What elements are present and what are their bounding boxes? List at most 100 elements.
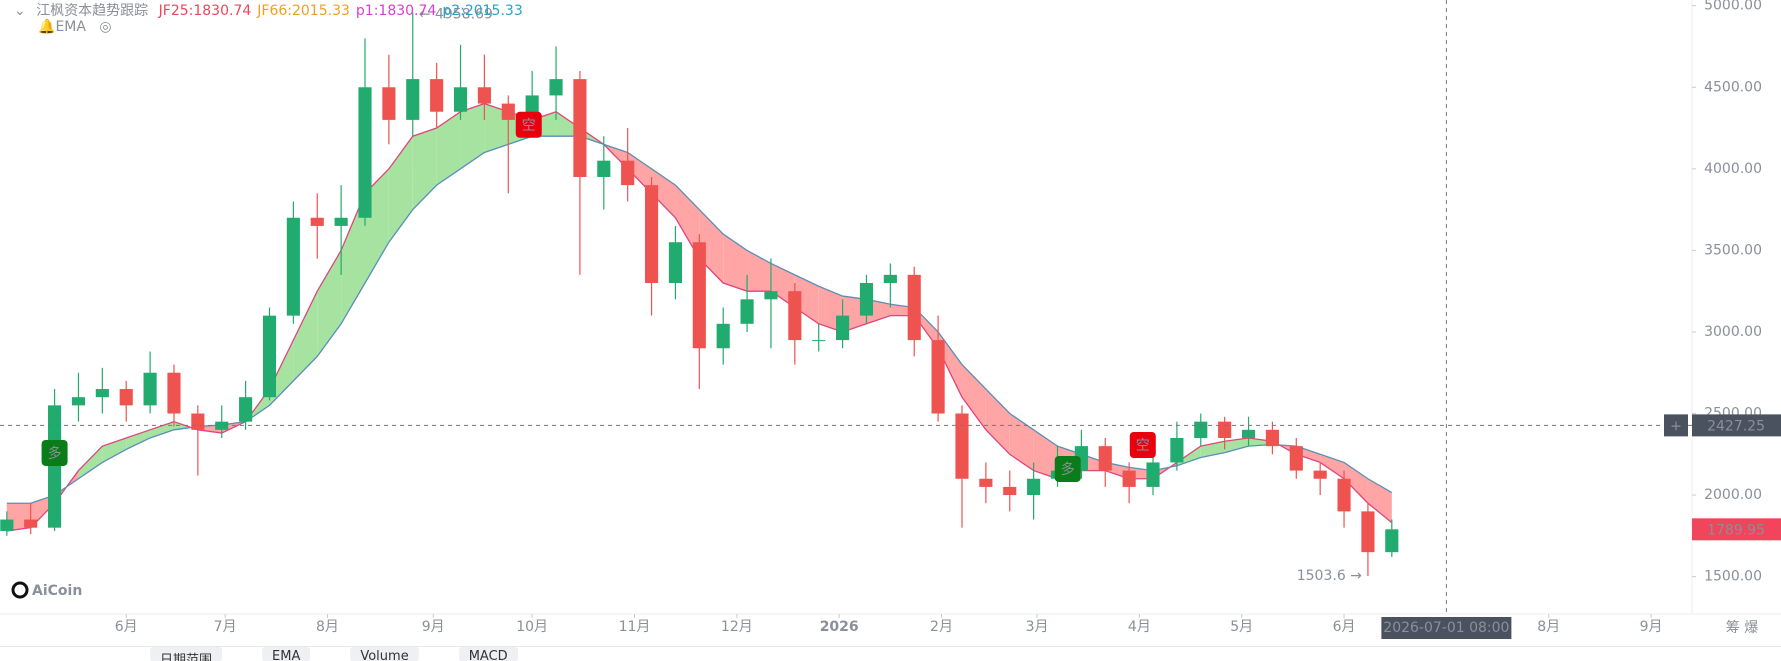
candle-body [716,323,730,349]
signal-box [41,439,68,466]
candle-body [0,519,14,531]
low-label: 1503.6 → [1297,568,1362,584]
toolbar-button[interactable]: EMA [262,647,311,661]
candle-body [788,291,802,341]
candle-body [501,103,515,120]
candle-body [1170,437,1184,463]
low-value: 1503.6 [1297,568,1346,584]
price-tag-label: 1789.95 [1707,522,1765,538]
legend-item: JF66:2015.33 [257,3,350,19]
signal-box [1054,455,1081,482]
ema-band [78,446,103,479]
logo-text: AiCoin [32,583,82,599]
toolbar-button[interactable]: 日期范围 [150,647,223,661]
legend-item: p2:2015.33 [442,3,523,19]
crosshair-add-icon: + [1670,418,1682,434]
legend-name: p1 [355,3,374,19]
candle-body [979,478,993,487]
candle-body [310,217,324,226]
candle-body [239,397,253,422]
candle-body [812,340,826,342]
candle-body [143,372,157,406]
candle-body [358,87,372,218]
crosshair-price-tag [1692,414,1781,437]
hide-icon[interactable]: ◎ [99,19,112,35]
x-tick-label: 2月 [930,619,953,635]
candle-body [1265,429,1279,447]
candle-body [1289,446,1303,471]
legend-name: JF66 [257,3,288,19]
high-label: ← 4958.69 [419,6,493,22]
signal-box [515,111,542,138]
x-tick-label: 9月 [422,619,445,635]
y-tick-label: 5000.00 [1704,0,1762,14]
legend-name: JF25 [158,3,189,19]
candle-body [95,389,109,398]
candle-body [262,315,277,398]
candle-body [334,217,348,226]
candle-body [1361,511,1375,553]
ema-band [1344,462,1368,504]
x-tick-label: 2026 [820,619,859,635]
candle-body [453,87,468,112]
toolbar: 日期范围 EMA Volume MACD [0,646,1781,661]
collapse-icon[interactable]: ⌄ [14,3,26,19]
candle-body [1003,486,1017,496]
candle-body [764,291,778,300]
toolbar-button[interactable]: Volume [350,647,419,661]
y-tick-label: 4500.00 [1704,79,1762,95]
y-tick-label: 3000.00 [1704,324,1762,340]
x-tick-label: 9月 [1640,619,1663,635]
candle-body [883,274,897,284]
ema-band [293,291,318,381]
indicator-name[interactable]: EMA [55,19,86,35]
candle-body [931,340,945,414]
ema-band [317,250,342,357]
candle-body [406,79,420,120]
signal-label: 空 [1136,438,1150,454]
crosshair-time-tag [1381,617,1512,639]
candle-body [191,413,205,430]
candle-body [119,389,133,406]
y-tick-label: 2000.00 [1704,487,1762,503]
candle-body [1337,478,1351,512]
x-tick-label: 7月 [214,619,237,635]
candle-body [1218,421,1232,438]
x-tick-label: 12月 [721,619,753,635]
ema-band [150,421,174,438]
candle-body [836,315,850,341]
y-tick-label: 4000.00 [1704,161,1762,177]
candle-body [621,160,635,186]
signal-box [1129,431,1156,458]
candle-body [907,274,921,341]
candle-body [1122,470,1136,487]
candle-body [1098,446,1112,471]
candle-body [167,372,181,414]
candle-body [597,160,611,177]
candle-body [573,79,587,177]
candle-body [71,397,86,406]
x-tick-label: 8月 [316,619,339,635]
legend-item: JF25:1830.74 [158,3,252,19]
crosshair-time: 2026-07-01 08:00 [1383,620,1509,636]
ema-band [1224,437,1249,453]
ema-line [6,135,1393,504]
ema-band [794,274,819,324]
candle-body [477,87,491,104]
ema-band [985,389,1010,455]
y-tick-label: 3500.00 [1704,242,1762,258]
signal-label: 多 [1061,461,1075,478]
toolbar-button[interactable]: MACD [458,647,518,661]
legend: JF25:1830.74 JF66:2015.33 p1:1830.74 p2:201… [159,3,529,19]
high-value: 4958.69 [435,6,493,22]
candle-body [740,299,754,324]
signal-label: 多 [48,445,62,462]
crosshair-add-button[interactable] [1664,414,1688,437]
ema-band [961,364,986,430]
x-tick-label: 6月 [1333,619,1356,635]
ema-band [723,234,748,292]
candle-body [1385,529,1399,553]
candle-body [859,283,874,316]
